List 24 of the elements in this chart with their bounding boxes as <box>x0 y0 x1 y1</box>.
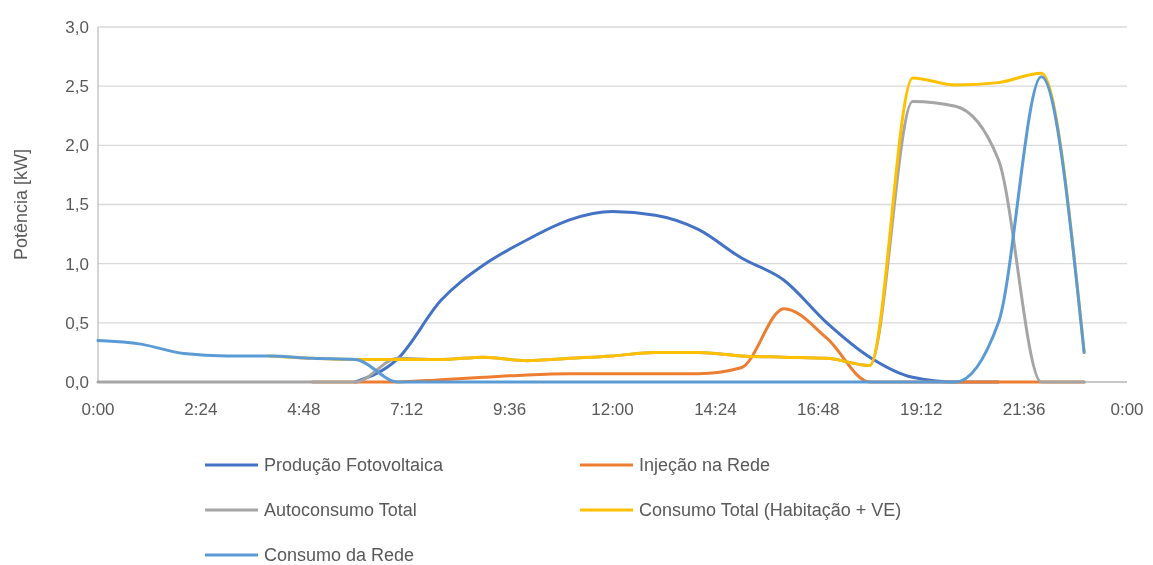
y-tick-label: 3,0 <box>65 17 89 37</box>
y-tick-label: 2,5 <box>65 77 89 97</box>
x-tick-label: 0:00 <box>81 400 115 419</box>
x-tick-label: 16:48 <box>797 400 840 419</box>
x-tick-label: 4:48 <box>287 400 321 419</box>
legend-label: Consumo da Rede <box>264 545 415 565</box>
y-tick-label: 0,0 <box>65 372 89 392</box>
y-tick-label: 2,0 <box>65 136 89 156</box>
y-axis-title: Potência [kW] <box>11 148 31 261</box>
y-tick-label: 1,0 <box>65 254 89 274</box>
x-tick-label: 0:00 <box>1110 400 1144 419</box>
x-tick-label: 7:12 <box>390 400 424 419</box>
y-tick-label: 1,5 <box>65 195 89 215</box>
y-tick-label: 0,5 <box>65 313 89 333</box>
x-tick-label: 19:12 <box>899 400 943 419</box>
legend-label: Consumo Total (Habitação + VE) <box>639 500 902 521</box>
x-tick-label: 14:24 <box>694 400 737 419</box>
x-tick-label: 2:24 <box>184 400 218 419</box>
legend-label: Injeção na Rede <box>639 455 771 476</box>
x-tick-label: 12:00 <box>591 400 634 419</box>
x-tick-label: 21:36 <box>1002 400 1046 419</box>
legend-label: Produção Fotovoltaica <box>264 455 445 476</box>
legend-label: Autoconsumo Total <box>264 500 417 521</box>
x-tick-label: 9:36 <box>493 400 527 419</box>
